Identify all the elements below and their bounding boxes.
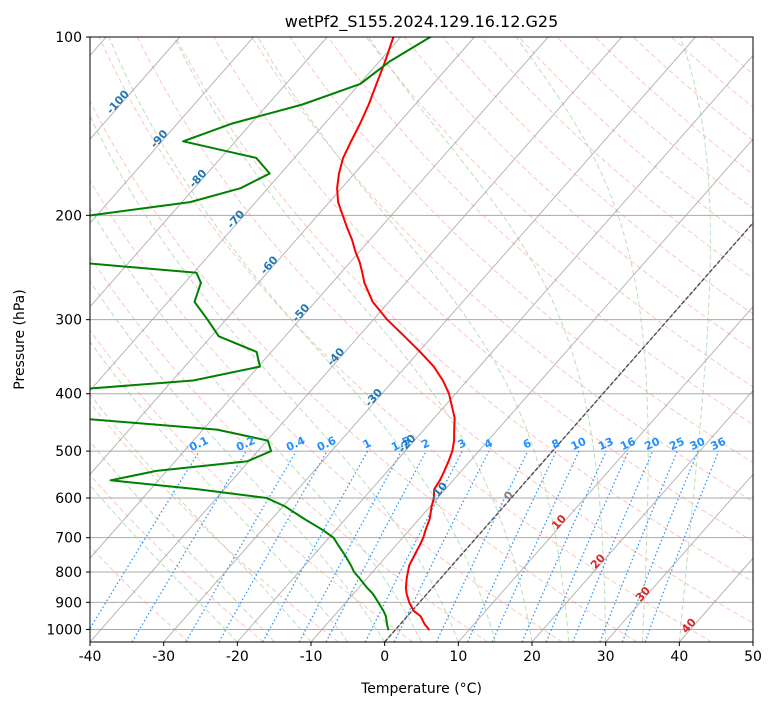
y-tick-label: 600 [55,491,82,507]
x-tick-label: -30 [152,649,175,665]
x-tick-label: -10 [300,649,323,665]
y-tick-label: 900 [55,595,82,611]
x-tick-label: 10 [449,649,467,665]
x-tick-label: 0 [380,649,389,665]
y-tick-label: 800 [55,565,82,581]
x-tick-label: 40 [670,649,688,665]
y-tick-label: 200 [55,208,82,224]
chart-title: wetPf2_S155.2024.129.16.12.G25 [285,12,559,32]
y-tick-label: 1000 [46,622,82,638]
x-axis-label: Temperature (°C) [360,681,482,697]
y-tick-label: 500 [55,444,82,460]
y-tick-label: 100 [55,30,82,46]
y-axis-label: Pressure (hPa) [12,289,28,389]
x-tick-label: 50 [744,649,762,665]
x-tick-label: 30 [597,649,615,665]
x-tick-label: 20 [523,649,541,665]
y-tick-label: 300 [55,313,82,329]
y-tick-label: 700 [55,531,82,547]
x-tick-label: -40 [79,649,102,665]
y-tick-label: 400 [55,387,82,403]
x-tick-label: -20 [226,649,249,665]
